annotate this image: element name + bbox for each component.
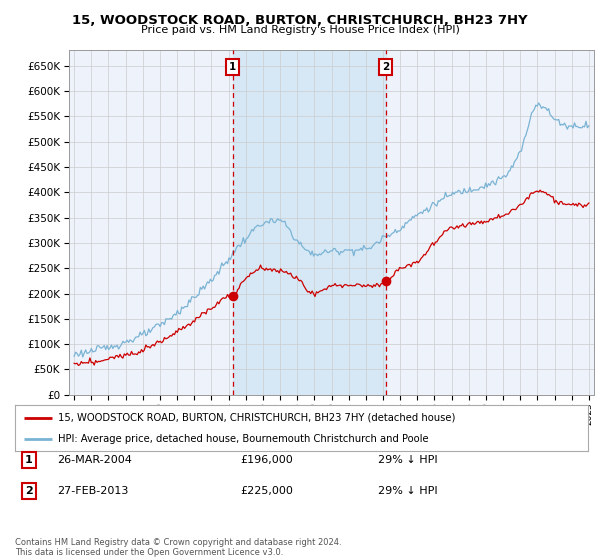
Text: 26-MAR-2004: 26-MAR-2004: [57, 455, 132, 465]
Text: Price paid vs. HM Land Registry's House Price Index (HPI): Price paid vs. HM Land Registry's House …: [140, 25, 460, 35]
Text: 27-FEB-2013: 27-FEB-2013: [57, 486, 128, 496]
Text: 2: 2: [25, 486, 32, 496]
Text: 2: 2: [382, 62, 389, 72]
Text: £225,000: £225,000: [240, 486, 293, 496]
Text: 1: 1: [229, 62, 236, 72]
Bar: [233, 50, 386, 395]
Text: 29% ↓ HPI: 29% ↓ HPI: [378, 486, 437, 496]
Text: 29% ↓ HPI: 29% ↓ HPI: [378, 455, 437, 465]
Text: HPI: Average price, detached house, Bournemouth Christchurch and Poole: HPI: Average price, detached house, Bour…: [58, 435, 428, 444]
Text: £196,000: £196,000: [240, 455, 293, 465]
Text: 15, WOODSTOCK ROAD, BURTON, CHRISTCHURCH, BH23 7HY (detached house): 15, WOODSTOCK ROAD, BURTON, CHRISTCHURCH…: [58, 413, 455, 423]
Text: 15, WOODSTOCK ROAD, BURTON, CHRISTCHURCH, BH23 7HY: 15, WOODSTOCK ROAD, BURTON, CHRISTCHURCH…: [72, 14, 528, 27]
Text: Contains HM Land Registry data © Crown copyright and database right 2024.
This d: Contains HM Land Registry data © Crown c…: [15, 538, 341, 557]
Text: 1: 1: [25, 455, 32, 465]
